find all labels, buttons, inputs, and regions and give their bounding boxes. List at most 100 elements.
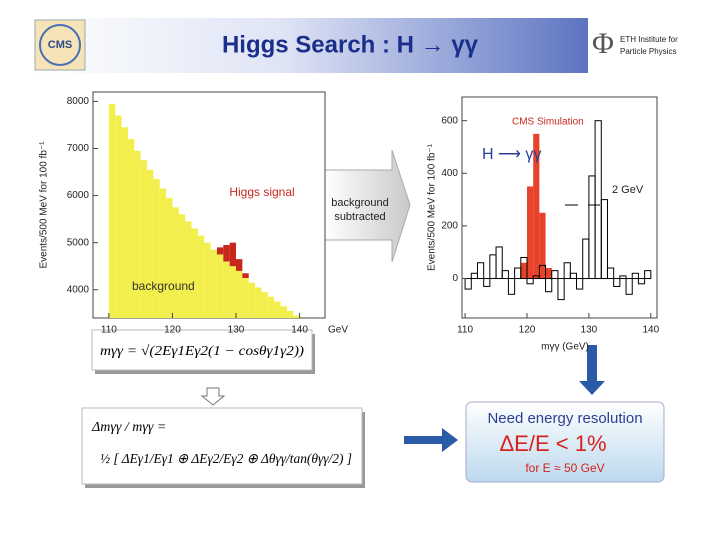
data-bar xyxy=(625,278,633,295)
x-tick-label: 140 xyxy=(642,325,659,336)
data-bar xyxy=(538,264,547,280)
histogram-bar xyxy=(216,254,224,318)
annotation: Higgs signal xyxy=(229,185,294,199)
data-bar xyxy=(526,278,534,285)
histogram-bar xyxy=(140,160,148,318)
histogram-bar xyxy=(153,179,160,318)
histogram-bar xyxy=(185,221,192,318)
formula: Δmγγ / mγγ = xyxy=(91,420,166,435)
y-tick-label: 5000 xyxy=(67,237,90,248)
histogram-bar xyxy=(121,127,128,318)
slide-title: Higgs Search : H → γγ xyxy=(222,31,479,58)
x-tick-label: 110 xyxy=(457,325,473,336)
histogram-bar xyxy=(293,315,300,318)
histogram-bar xyxy=(242,273,249,278)
data-bar xyxy=(644,270,652,280)
histogram-bar xyxy=(261,292,268,318)
y-axis-label: Events/500 MeV for 100 fb⁻¹ xyxy=(427,143,438,271)
down-arrow xyxy=(579,345,605,395)
histogram-bar xyxy=(267,296,275,318)
histogram-bar xyxy=(223,245,230,262)
data-bar xyxy=(545,278,553,293)
histogram-bar xyxy=(108,103,116,318)
x-tick-label: 130 xyxy=(228,325,245,336)
data-bar xyxy=(563,262,571,280)
data-bar xyxy=(569,272,578,280)
histogram-bar xyxy=(533,133,540,279)
eth-logo-text: Particle Physics xyxy=(620,47,676,56)
arrow-box xyxy=(324,149,411,263)
y-tick-label: 400 xyxy=(441,168,458,179)
data-bar xyxy=(551,270,559,280)
data-bar xyxy=(476,262,485,280)
data-bar xyxy=(631,272,639,280)
data-bar xyxy=(520,256,528,280)
formula: mγγ = √(2Eγ1Eγ2(1 − cosθγ1γ2)) xyxy=(100,344,304,359)
header-band xyxy=(33,18,588,73)
histogram-bar xyxy=(527,186,534,279)
histogram-bar xyxy=(229,242,237,267)
y-tick-label: 4000 xyxy=(67,284,90,295)
callout-box xyxy=(465,401,665,483)
annotation: CMS Simulation xyxy=(512,117,584,128)
y-tick-label: 200 xyxy=(441,221,458,232)
histogram-bar xyxy=(147,169,154,318)
y-tick-label: 0 xyxy=(452,273,458,284)
histogram-bar xyxy=(255,287,262,318)
x-tick-label: 120 xyxy=(164,325,181,336)
data-bar xyxy=(501,270,509,280)
cms-logo xyxy=(34,19,86,71)
histogram-bar xyxy=(216,247,224,255)
histogram-bar xyxy=(248,282,256,318)
histogram-bar xyxy=(274,301,281,318)
formula: ½ [ ΔEγ1/Eγ1 ⊕ ΔEγ2/Eγ2 ⊕ Δθγγ/tan(θγγ/2… xyxy=(100,452,352,467)
x-tick-label: 110 xyxy=(101,325,117,336)
histogram-bar xyxy=(223,261,230,318)
histogram-bar xyxy=(134,150,141,318)
x-axis-label: GeV xyxy=(328,325,348,336)
histogram-bar xyxy=(286,310,294,318)
histogram-bar xyxy=(115,115,122,319)
formula-box xyxy=(91,329,313,371)
histogram-bar xyxy=(197,235,205,318)
data-bar xyxy=(637,278,646,285)
arrow-box-text: subtracted xyxy=(334,211,385,223)
data-bar xyxy=(483,278,491,287)
data-bar xyxy=(619,275,627,280)
histogram-bar xyxy=(159,188,167,318)
callout-note: for E ≈ 50 GeV xyxy=(525,461,604,475)
histogram-bar xyxy=(204,242,211,318)
histogram-bar xyxy=(127,139,135,318)
histogram-bar xyxy=(545,268,552,279)
x-tick-label: 140 xyxy=(291,325,308,336)
histogram-bar xyxy=(210,249,217,318)
histogram-bar xyxy=(178,214,186,318)
formula-box xyxy=(81,407,363,485)
histogram-bar xyxy=(236,270,243,318)
callout-heading: Need energy resolution xyxy=(487,410,642,427)
histogram-bar xyxy=(242,277,249,318)
data-bar xyxy=(613,278,621,287)
data-bar xyxy=(576,278,584,290)
data-bar xyxy=(464,278,472,290)
data-bar xyxy=(600,199,608,280)
plot-frame xyxy=(461,96,658,319)
right-arrow xyxy=(404,428,458,452)
annotation: H ⟶ γγ xyxy=(482,146,541,163)
down-arrow xyxy=(200,387,226,406)
histogram-bar xyxy=(172,207,179,318)
histogram-bar xyxy=(166,197,173,318)
data-bar xyxy=(495,246,503,280)
data-bar xyxy=(507,278,516,295)
histogram-bar xyxy=(191,228,198,318)
annotation: 2 GeV xyxy=(612,184,644,196)
x-axis-label: mγγ (GeV) xyxy=(541,342,589,353)
data-bar xyxy=(606,267,615,280)
arrow-box-text: background xyxy=(331,197,389,209)
histogram-bar xyxy=(236,259,243,271)
histogram-bar xyxy=(520,262,527,279)
y-axis-label: Events/500 MeV for 100 fb⁻¹ xyxy=(39,141,50,269)
eth-logo-phi: Φ xyxy=(592,27,614,60)
cms-logo-text: CMS xyxy=(48,39,72,51)
cms-logo-ring xyxy=(39,24,81,66)
